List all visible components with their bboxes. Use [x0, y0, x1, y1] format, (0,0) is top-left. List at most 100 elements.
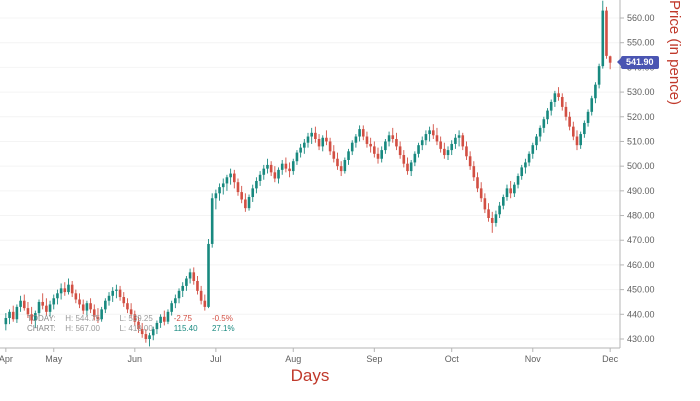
candles	[4, 0, 612, 347]
candle-body	[317, 138, 321, 147]
y-tick-label: 560.00	[627, 13, 655, 23]
chart-legend: TODAY: H: 544.75 L: 539.25 -2.75 -0.5% C…	[27, 314, 235, 333]
y-tick-label: 450.00	[627, 285, 655, 295]
candle-body	[439, 141, 442, 149]
y-tick-label: 500.00	[627, 161, 655, 171]
candle-body	[395, 138, 398, 147]
candle-body	[177, 290, 181, 299]
candle-body	[115, 289, 118, 291]
candle-body	[443, 148, 446, 156]
candle-body	[78, 299, 81, 305]
candle-body	[303, 142, 306, 148]
candle-body	[350, 142, 354, 152]
legend-chart-high: H: 567.00	[65, 323, 100, 333]
candle-body	[247, 197, 251, 209]
candle-body	[461, 135, 465, 147]
x-tick-label: Oct	[445, 354, 460, 364]
candle-body	[137, 321, 140, 330]
candle-body	[92, 309, 96, 317]
candle-body	[417, 145, 420, 154]
candle-body	[140, 329, 144, 335]
candle-body	[185, 278, 188, 286]
candle-body	[524, 162, 527, 168]
candle-body	[513, 184, 516, 194]
candle-body	[133, 314, 137, 322]
candle-body	[557, 93, 560, 98]
candle-body	[144, 334, 148, 339]
legend-today-change: -2.75	[173, 314, 192, 323]
y-tick-label: 490.00	[627, 186, 655, 196]
candle-body	[483, 198, 487, 210]
candle-body	[295, 152, 299, 162]
candle-body	[210, 198, 214, 244]
candle-body	[314, 132, 317, 139]
candle-body	[373, 146, 376, 154]
candle-body	[52, 298, 56, 305]
candle-body	[266, 164, 269, 169]
candle-body	[435, 135, 439, 142]
candle-body	[199, 290, 203, 301]
candle-body	[104, 300, 107, 310]
candle-body	[288, 168, 291, 172]
candle-body	[251, 188, 255, 198]
candle-body	[181, 285, 185, 291]
candle-body	[520, 167, 524, 177]
candle-body	[111, 290, 115, 296]
candle-body	[560, 97, 564, 107]
x-tick-label: Apr	[0, 354, 13, 364]
y-tick-label: 530.00	[627, 87, 655, 97]
candle-body	[262, 168, 266, 175]
candle-body	[22, 300, 26, 309]
candle-body	[321, 137, 325, 147]
candle-body	[45, 305, 48, 312]
candle-body	[361, 129, 365, 137]
candle-body	[218, 187, 221, 194]
candle-body	[96, 316, 100, 320]
candle-body	[487, 209, 490, 219]
candle-body	[343, 159, 347, 172]
candle-body	[26, 308, 30, 315]
candle-body	[387, 135, 391, 142]
candle-body	[509, 188, 512, 194]
candle-body	[572, 126, 575, 137]
candle-body	[468, 156, 472, 167]
candle-body	[4, 318, 8, 325]
candle-body	[424, 134, 428, 141]
y-tick-label: 520.00	[627, 112, 655, 122]
y-tick-label: 440.00	[627, 309, 655, 319]
candle-body	[89, 303, 92, 310]
legend-today-high: H: 544.75	[65, 314, 100, 323]
candle-body	[207, 243, 210, 307]
candle-body	[11, 311, 15, 320]
candle-body	[365, 136, 369, 144]
candle-body	[575, 136, 579, 146]
candle-body	[277, 169, 280, 179]
candle-body	[122, 297, 126, 304]
candle-body	[402, 155, 406, 164]
legend-chart-label: CHART:	[27, 323, 56, 333]
candle-body	[369, 143, 372, 147]
candle-body	[306, 136, 310, 143]
candle-body	[450, 143, 454, 151]
x-axis-title: Days	[290, 366, 330, 385]
candle-body	[299, 147, 302, 153]
candle-body	[240, 192, 243, 200]
candle-body	[420, 140, 424, 146]
candle-body	[34, 313, 37, 321]
candle-body	[291, 161, 295, 172]
candle-body	[376, 153, 380, 159]
candle-body	[494, 214, 498, 223]
candle-body	[398, 146, 402, 156]
candle-body	[273, 172, 277, 179]
candle-body	[490, 218, 494, 223]
candle-body	[608, 56, 612, 63]
candle-body	[454, 137, 457, 144]
legend-today-change-pct: -0.5%	[211, 314, 233, 323]
candle-body	[358, 129, 361, 137]
candle-body	[498, 205, 501, 215]
candle-body	[196, 280, 199, 291]
legend-chart-change-pct: 27.1%	[211, 323, 235, 333]
candle-body	[476, 177, 479, 189]
